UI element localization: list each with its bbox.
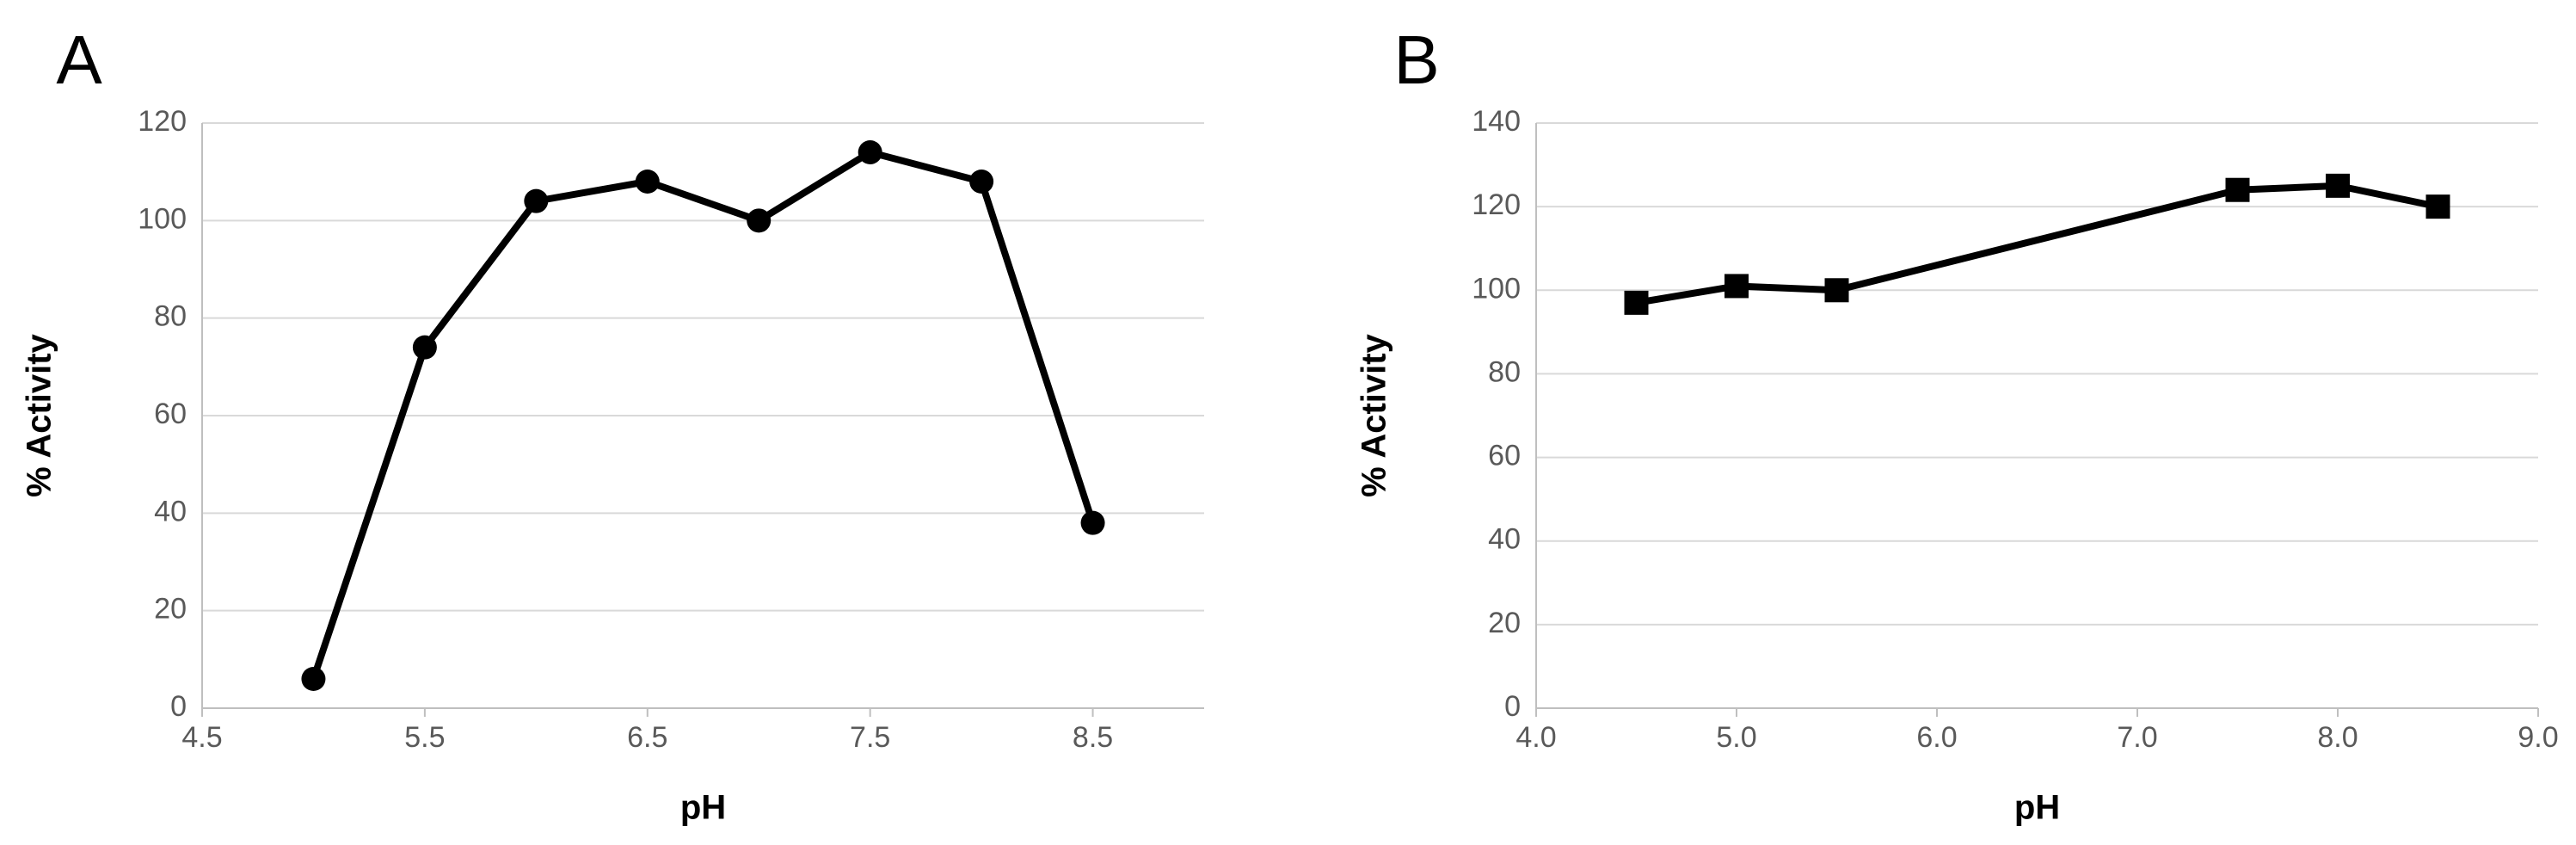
data-marker [1080,510,1105,535]
y-tick-label: 100 [138,202,187,235]
data-marker [301,667,326,691]
panel-label: A [56,22,102,98]
x-tick-label: 5.5 [404,721,445,754]
x-tick-label: 6.0 [1916,721,1957,754]
x-tick-label: 9.0 [2518,721,2558,754]
y-tick-label: 40 [1488,523,1521,556]
data-marker [747,208,772,233]
y-tick-label: 0 [170,690,187,723]
y-tick-label: 140 [1472,105,1521,138]
x-tick-label: 8.5 [1073,721,1113,754]
data-marker [1824,278,1849,303]
data-marker [635,170,660,194]
data-marker [2225,177,2250,202]
y-tick-label: 120 [138,105,187,138]
x-axis-title: pH [2014,789,2060,827]
x-axis-title: pH [680,789,726,827]
data-marker [858,140,882,164]
data-line [310,149,1097,681]
panel-label: B [1393,22,1439,98]
data-line [1635,182,2439,306]
data-marker [1624,290,1649,315]
x-tick-label: 4.0 [1515,721,1556,754]
data-marker [2326,173,2350,198]
y-tick-label: 20 [1488,607,1521,639]
data-marker [412,335,437,360]
y-tick-label: 80 [154,300,187,333]
x-tick-label: 7.0 [2117,721,2157,754]
y-tick-label: 20 [154,593,187,626]
data-marker [524,188,549,213]
y-tick-label: 0 [1504,690,1521,723]
x-tick-label: 8.0 [2317,721,2358,754]
data-marker [1725,274,1749,299]
y-tick-label: 120 [1472,188,1521,221]
data-marker [969,170,994,194]
x-tick-label: 6.5 [627,721,667,754]
y-tick-label: 60 [1488,440,1521,472]
x-tick-label: 5.0 [1716,721,1756,754]
x-tick-label: 4.5 [181,721,222,754]
y-tick-label: 40 [154,495,187,527]
x-tick-label: 7.5 [850,721,890,754]
y-tick-label: 100 [1472,272,1521,305]
y-axis-title: % Activity [21,333,58,497]
y-tick-label: 80 [1488,355,1521,388]
y-tick-label: 60 [154,398,187,430]
y-axis-title: % Activity [1356,333,1393,497]
data-marker [2425,194,2450,219]
